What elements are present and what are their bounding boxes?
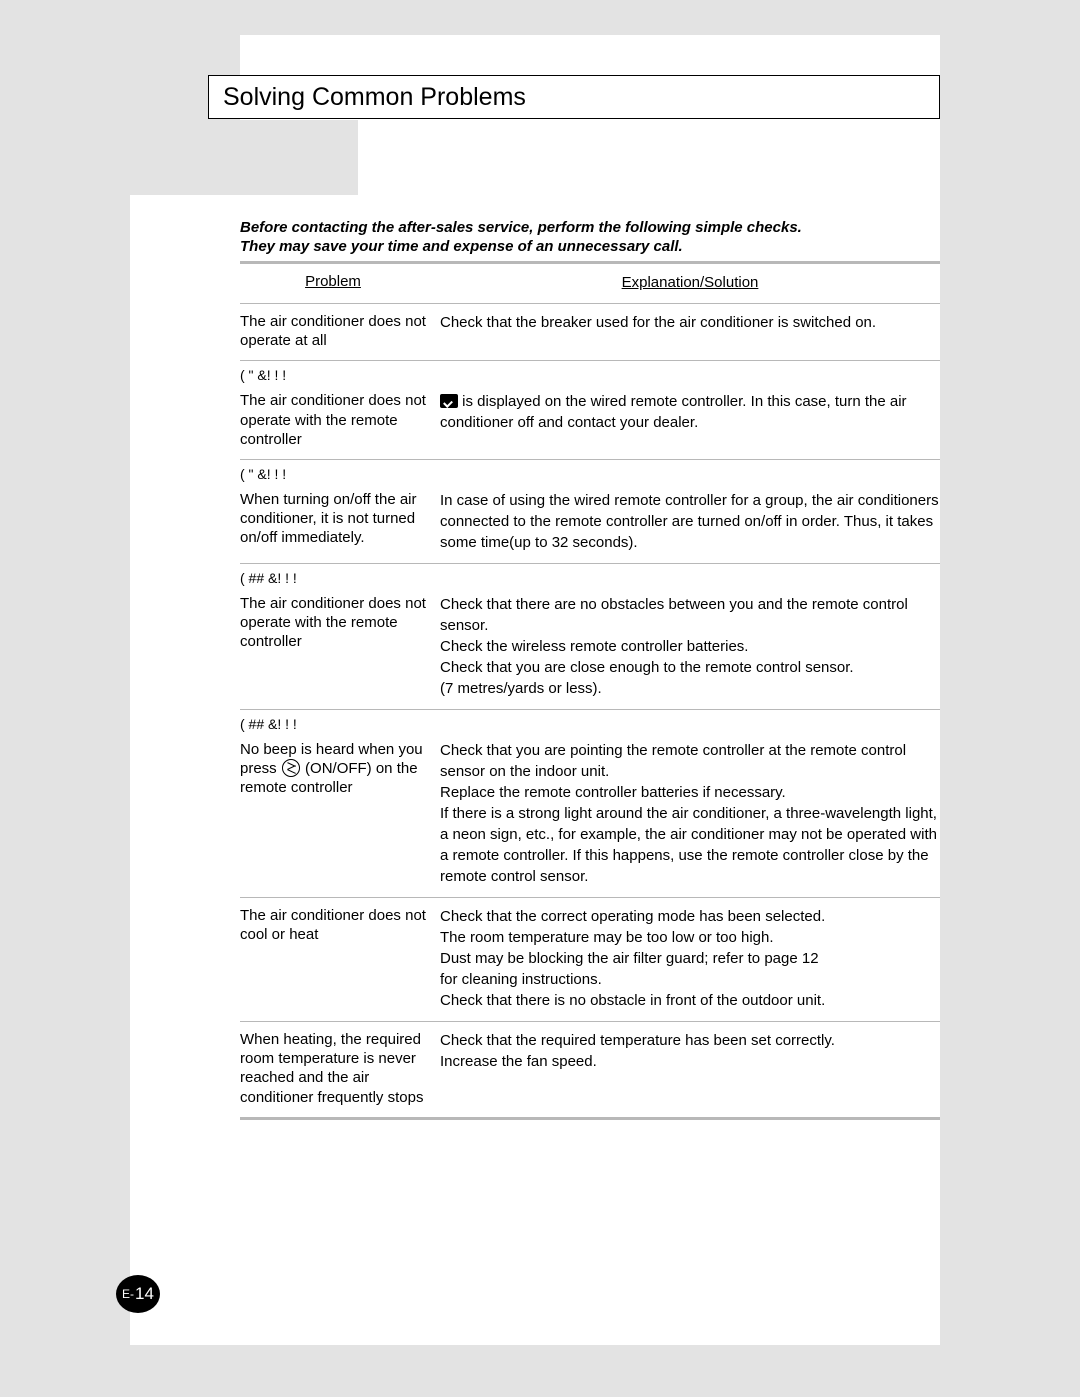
table-row: The air conditioner does not operate at … [240,304,940,360]
troubleshooting-table: Problem Explanation/Solution The air con… [240,261,940,1120]
manual-page: Solving Common Problems Before contactin… [130,35,940,1345]
solution-line: Check that you are pointing the remote c… [440,740,940,782]
solution-cell: Check that the required temperature has … [440,1030,940,1107]
solution-line: Increase the fan speed. [440,1051,940,1072]
solution-line: Check that there is no obstacle in front… [440,990,940,1011]
page-number-prefix: E- [122,1287,134,1301]
solution-line: Replace the remote controller batteries … [440,782,940,803]
subheader-wireless: ( ## &! ! ! [240,564,940,586]
solution-line: Check that you are close enough to the r… [440,657,940,678]
problem-cell: The air conditioner does not operate wit… [240,594,440,699]
subheader-wired: ( " &! ! ! [240,361,940,383]
solution-cell: Check that the breaker used for the air … [440,312,940,350]
page-number-text: E-14 [116,1275,160,1313]
solution-line: If there is a strong light around the ai… [440,803,940,887]
problem-cell: The air conditioner does not cool or hea… [240,906,440,1011]
table-row: No beep is heard when you press (ON/OFF)… [240,732,940,897]
under-title-gray-block [240,120,358,195]
table-row: When heating, the required room temperat… [240,1022,940,1117]
warning-icon [440,394,458,408]
solution-cell: Check that the correct operating mode ha… [440,906,940,1011]
page-number-badge: E-14 [130,1275,174,1319]
table-row: The air conditioner does not cool or hea… [240,898,940,1021]
intro-text: Before contacting the after-sales servic… [240,219,890,257]
problem-cell: The air conditioner does not operate wit… [240,391,440,449]
table-header-row: Problem Explanation/Solution [240,264,940,303]
solution-text: is displayed on the wired remote control… [440,393,907,431]
solution-cell: In case of using the wired remote contro… [440,490,940,553]
solution-line: Check that the required temperature has … [440,1030,940,1051]
solution-cell: is displayed on the wired remote control… [440,391,940,449]
intro-line-1: Before contacting the after-sales servic… [240,219,890,238]
problem-cell: No beep is heard when you press (ON/OFF)… [240,740,440,887]
solution-line: for cleaning instructions. [440,969,940,990]
solution-line: (7 metres/yards or less). [440,678,940,699]
table-row: The air conditioner does not operate wit… [240,383,940,459]
solution-line: Check the wireless remote controller bat… [440,636,940,657]
subheader-wired: ( " &! ! ! [240,460,940,482]
on-off-icon [282,759,300,777]
table-row: The air conditioner does not operate wit… [240,586,940,709]
solution-line: Check that the correct operating mode ha… [440,906,940,927]
page-number-value: 14 [135,1284,154,1304]
problem-cell: The air conditioner does not operate at … [240,312,440,350]
table-row: When turning on/off the air conditioner,… [240,482,940,563]
header-solution: Explanation/Solution [440,272,940,293]
page-title-text: Solving Common Problems [223,83,526,112]
problem-cell: When turning on/off the air conditioner,… [240,490,440,553]
subheader-wireless: ( ## &! ! ! [240,710,940,732]
solution-line: The room temperature may be too low or t… [440,927,940,948]
solution-cell: Check that you are pointing the remote c… [440,740,940,887]
solution-line: Dust may be blocking the air filter guar… [440,948,940,969]
rule-bottom [240,1117,940,1120]
problem-cell: When heating, the required room temperat… [240,1030,440,1107]
page-title: Solving Common Problems [208,75,940,119]
header-problem: Problem [240,272,440,293]
solution-cell: Check that there are no obstacles betwee… [440,594,940,699]
solution-line: Check that there are no obstacles betwee… [440,594,940,636]
intro-line-2: They may save your time and expense of a… [240,238,890,257]
